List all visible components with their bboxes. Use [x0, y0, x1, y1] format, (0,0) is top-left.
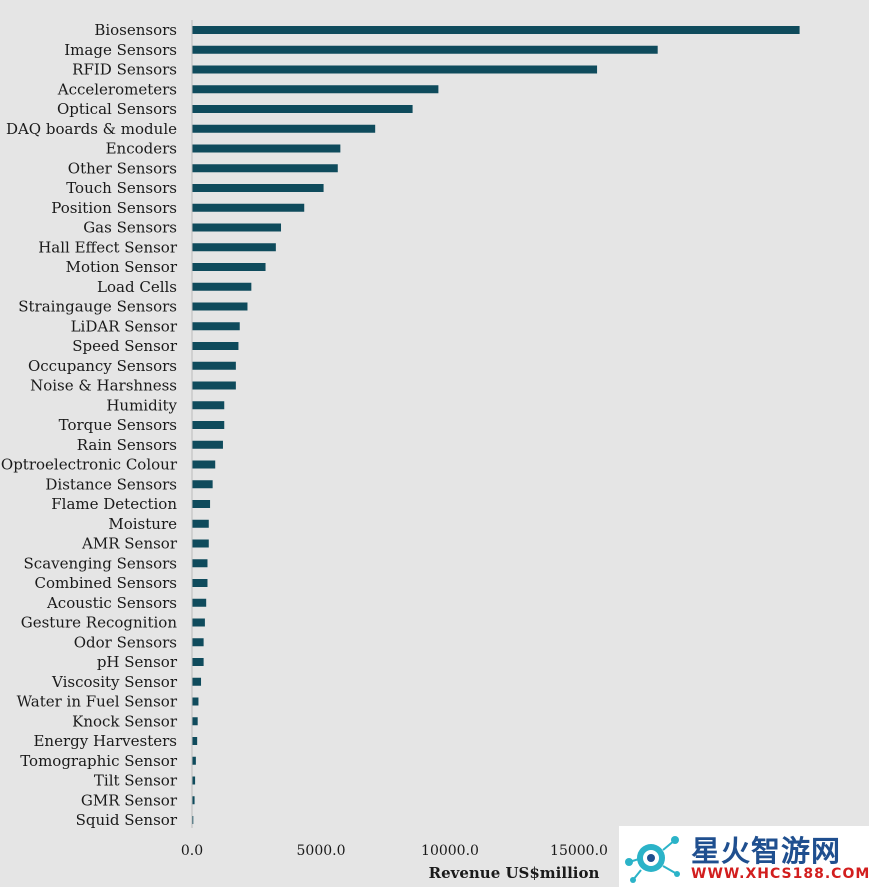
- bar-hall-effect-sensor: [192, 243, 276, 252]
- category-label: Combined Sensors: [35, 574, 177, 592]
- bar-torque-sensors: [192, 421, 225, 429]
- bar-humidity: [192, 401, 225, 410]
- bar-moisture: [192, 519, 209, 528]
- bar-squid-sensor: [192, 816, 194, 824]
- bar-other-sensors: [192, 164, 338, 173]
- category-label: LiDAR Sensor: [71, 317, 178, 335]
- category-label: Image Sensors: [64, 41, 177, 59]
- bar-tomographic-sensor: [192, 756, 196, 765]
- category-label: Tomographic Sensor: [20, 752, 178, 770]
- category-label: Optroelectronic Colour: [1, 456, 178, 474]
- category-label: Load Cells: [97, 278, 177, 296]
- bar-gesture-recognition: [192, 618, 205, 627]
- category-label: Moisture: [108, 515, 177, 533]
- watermark-text: 星火智游网: [691, 834, 842, 868]
- bar-load-cells: [192, 282, 252, 291]
- bars-group: [192, 26, 800, 824]
- category-label: GMR Sensor: [81, 791, 178, 809]
- bar-distance-sensors: [192, 480, 213, 489]
- bar-motion-sensor: [192, 263, 266, 271]
- category-label: DAQ boards & module: [6, 120, 177, 138]
- category-label: Position Sensors: [51, 199, 177, 217]
- category-label: Distance Sensors: [45, 475, 177, 493]
- category-label: Other Sensors: [68, 159, 177, 177]
- watermark-logo-icon: [625, 836, 680, 883]
- category-label: Encoders: [106, 140, 177, 158]
- bar-amr-sensor: [192, 539, 209, 548]
- bar-optroelectronic-colour: [192, 460, 216, 469]
- x-tick-label: 15000.0: [550, 843, 608, 859]
- watermark-url: WWW.XHCS188.COM: [691, 866, 869, 882]
- bar-odor-sensors: [192, 638, 204, 647]
- category-label: Tilt Sensor: [94, 772, 178, 790]
- category-label: Touch Sensors: [66, 179, 177, 197]
- bar-energy-harvesters: [192, 737, 198, 745]
- bar-combined-sensors: [192, 579, 208, 587]
- bar-rfid-sensors: [192, 65, 598, 74]
- category-label: Water in Fuel Sensor: [17, 693, 178, 711]
- bar-image-sensors: [192, 45, 658, 54]
- category-label: Scavenging Sensors: [24, 554, 177, 572]
- bar-rain-sensors: [192, 440, 223, 449]
- category-label: Torque Sensors: [59, 416, 177, 434]
- bar-water-in-fuel-sensor: [192, 697, 199, 706]
- category-label: Motion Sensor: [66, 258, 178, 276]
- category-label: Straingauge Sensors: [18, 298, 177, 316]
- category-label: Gesture Recognition: [21, 614, 178, 632]
- category-label: Odor Sensors: [74, 633, 177, 651]
- category-label: Noise & Harshness: [30, 377, 177, 395]
- category-label: Acoustic Sensors: [46, 594, 177, 612]
- category-label: Squid Sensor: [76, 811, 178, 829]
- bar-knock-sensor: [192, 717, 198, 726]
- category-label: Energy Harvesters: [33, 732, 177, 750]
- x-tick-labels: 0.0 5000.0 10000.0 15000.0: [181, 843, 608, 859]
- bar-speed-sensor: [192, 342, 239, 350]
- x-tick-label: 0.0: [181, 843, 203, 859]
- category-label: AMR Sensor: [81, 535, 178, 553]
- bar-biosensors: [192, 26, 800, 34]
- bar-lidar-sensor: [192, 322, 240, 331]
- bar-position-sensors: [192, 203, 305, 212]
- bar-optical-sensors: [192, 105, 413, 113]
- category-label: Flame Detection: [51, 495, 177, 513]
- bar-gmr-sensor: [192, 796, 195, 805]
- category-label: pH Sensor: [97, 653, 178, 671]
- bar-acoustic-sensors: [192, 598, 207, 607]
- bar-straingauge-sensors: [192, 302, 248, 311]
- category-label: Knock Sensor: [72, 712, 178, 730]
- bar-scavenging-sensors: [192, 559, 208, 568]
- category-label: Rain Sensors: [77, 436, 177, 454]
- x-tick-label: 10000.0: [421, 843, 479, 859]
- bar-daq-boards-module: [192, 124, 376, 133]
- bar-viscosity-sensor: [192, 677, 202, 686]
- bar-noise-harshness: [192, 381, 236, 390]
- bar-occupancy-sensors: [192, 361, 236, 370]
- category-label: Hall Effect Sensor: [38, 238, 178, 256]
- bar-tilt-sensor: [192, 776, 196, 785]
- bar-gas-sensors: [192, 223, 282, 232]
- category-label: Optical Sensors: [57, 100, 177, 118]
- bar-accelerometers: [192, 85, 439, 94]
- bar-flame-detection: [192, 500, 211, 508]
- category-label: Viscosity Sensor: [51, 673, 178, 691]
- bar-encoders: [192, 144, 341, 153]
- category-labels: Biosensors Image Sensors RFID SensorsAccel…: [1, 21, 178, 829]
- bar-touch-sensors: [192, 184, 324, 192]
- category-label: Speed Sensor: [72, 337, 178, 355]
- category-label: Gas Sensors: [83, 219, 177, 237]
- category-label: Occupancy Sensors: [28, 357, 177, 375]
- bar-ph-sensor: [192, 658, 204, 666]
- category-label: Biosensors: [94, 21, 177, 39]
- category-label: RFID Sensors: [72, 61, 177, 79]
- x-tick-label: 5000.0: [297, 843, 346, 859]
- category-label: Humidity: [106, 396, 177, 414]
- watermark: 星火智游网 WWW.XHCS188.COM: [619, 826, 869, 887]
- category-label: Accelerometers: [57, 80, 177, 98]
- x-axis-title: Revenue US$million: [429, 864, 600, 882]
